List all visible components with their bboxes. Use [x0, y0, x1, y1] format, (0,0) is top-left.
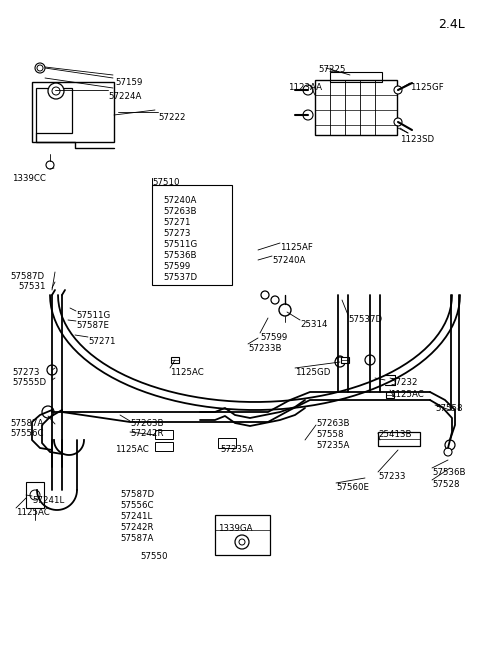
Circle shape: [279, 304, 291, 316]
Circle shape: [261, 291, 269, 299]
Text: 57263B: 57263B: [316, 419, 349, 428]
Text: 57556C: 57556C: [10, 429, 44, 438]
Text: 57587A: 57587A: [10, 419, 43, 428]
Text: 57271: 57271: [163, 218, 191, 227]
Bar: [386, 392, 394, 398]
Text: 57558: 57558: [435, 404, 463, 413]
Circle shape: [336, 356, 344, 364]
Text: 57263B: 57263B: [163, 207, 196, 216]
Circle shape: [303, 85, 313, 95]
Text: 57537D: 57537D: [348, 315, 382, 324]
Text: 57587D: 57587D: [120, 490, 154, 499]
Text: 57235A: 57235A: [316, 441, 349, 450]
Bar: [36, 88, 72, 133]
Text: 57263B: 57263B: [130, 419, 164, 428]
Text: 57510: 57510: [152, 178, 180, 187]
Circle shape: [394, 86, 402, 94]
Text: 57240A: 57240A: [163, 196, 196, 205]
Text: 57241L: 57241L: [32, 496, 64, 505]
Text: 57273: 57273: [12, 368, 39, 377]
Text: 1125AC: 1125AC: [390, 390, 424, 399]
Text: 57536B: 57536B: [432, 468, 466, 477]
Text: 1339CC: 1339CC: [12, 174, 46, 183]
Bar: [341, 357, 349, 363]
Text: 57159: 57159: [115, 78, 143, 87]
Text: 1339GA: 1339GA: [218, 524, 252, 533]
Text: 57555D: 57555D: [12, 378, 46, 387]
Text: 25314: 25314: [300, 320, 327, 329]
Text: 57233: 57233: [378, 472, 406, 481]
Text: 57225: 57225: [318, 65, 346, 74]
Bar: [155, 442, 173, 451]
Text: 57240A: 57240A: [272, 256, 305, 265]
Circle shape: [335, 357, 345, 367]
Text: 57511G: 57511G: [76, 311, 110, 320]
Text: 57528: 57528: [432, 480, 459, 489]
Bar: [155, 430, 173, 439]
Text: 2.4L: 2.4L: [438, 18, 465, 31]
Text: 57233B: 57233B: [248, 344, 281, 353]
Circle shape: [365, 355, 375, 365]
Text: 57550: 57550: [140, 552, 168, 561]
Text: 57599: 57599: [163, 262, 190, 271]
Text: 57235A: 57235A: [220, 445, 253, 454]
Text: 57558: 57558: [316, 430, 344, 439]
Circle shape: [271, 296, 279, 304]
Bar: [26, 482, 44, 508]
Text: 57511G: 57511G: [163, 240, 197, 249]
Bar: [315, 80, 397, 135]
Circle shape: [47, 365, 57, 375]
Bar: [215, 515, 270, 555]
Text: 57556C: 57556C: [120, 501, 154, 510]
Bar: [330, 72, 382, 82]
Text: 1123AA: 1123AA: [288, 83, 322, 92]
Text: 1125AC: 1125AC: [16, 508, 50, 517]
Text: 57241L: 57241L: [120, 512, 152, 521]
Circle shape: [48, 83, 64, 99]
Text: 57242R: 57242R: [130, 429, 164, 438]
Bar: [218, 438, 236, 448]
Circle shape: [394, 118, 402, 126]
Bar: [378, 432, 420, 446]
Bar: [152, 185, 232, 285]
Text: 57536B: 57536B: [163, 251, 196, 260]
Text: 57222: 57222: [158, 113, 185, 122]
Text: 57271: 57271: [88, 337, 116, 346]
Text: 57531: 57531: [18, 282, 46, 291]
Text: 57599: 57599: [260, 333, 287, 342]
Circle shape: [444, 448, 452, 456]
Text: 57537D: 57537D: [163, 273, 197, 282]
Text: 1123SD: 1123SD: [400, 135, 434, 144]
Bar: [171, 357, 179, 363]
Text: 1125AC: 1125AC: [170, 368, 204, 377]
Text: 57560E: 57560E: [336, 483, 369, 492]
Circle shape: [235, 535, 249, 549]
Text: 1125AC: 1125AC: [115, 445, 149, 454]
Circle shape: [303, 110, 313, 120]
Text: 1125GF: 1125GF: [410, 83, 444, 92]
Text: 57587A: 57587A: [120, 534, 154, 543]
Text: 57224A: 57224A: [108, 92, 142, 101]
Text: 57242R: 57242R: [120, 523, 154, 532]
Circle shape: [445, 440, 455, 450]
Text: 25413B: 25413B: [378, 430, 411, 439]
Text: 1125GD: 1125GD: [295, 368, 330, 377]
Bar: [32, 82, 114, 142]
Circle shape: [42, 406, 54, 418]
Text: 57273: 57273: [163, 229, 191, 238]
Text: 57587E: 57587E: [76, 321, 109, 330]
Text: 1125AF: 1125AF: [280, 243, 313, 252]
Text: 57587D: 57587D: [10, 272, 44, 281]
Text: 57232: 57232: [390, 378, 418, 387]
Circle shape: [30, 490, 40, 500]
